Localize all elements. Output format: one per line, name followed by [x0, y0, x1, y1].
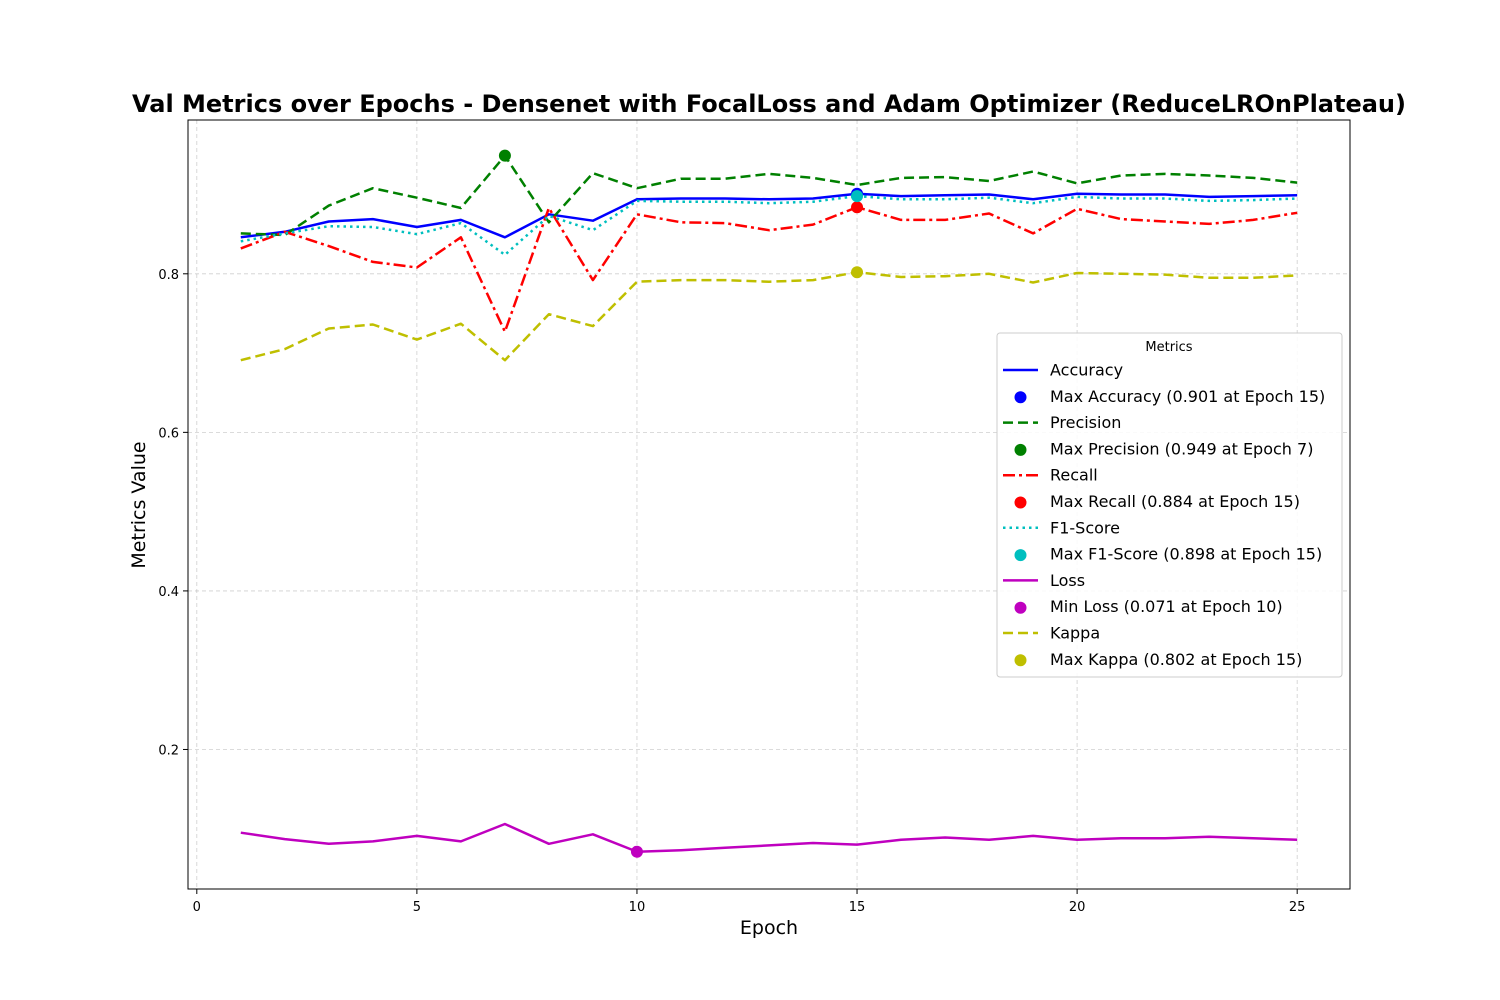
plot-frame	[187, 119, 1351, 890]
y-tick-label: 0.2	[158, 743, 179, 758]
legend-label-extreme-kappa: Max Kappa (0.802 at Epoch 15)	[1050, 650, 1302, 669]
series-line-f1-score	[240, 194, 1298, 257]
y-axis-label: Metrics Value	[128, 441, 150, 568]
legend-label-extreme-precision: Max Precision (0.949 at Epoch 7)	[1050, 439, 1313, 458]
series-line-recall	[240, 205, 1298, 333]
legend-label-extreme-recall: Max Recall (0.884 at Epoch 15)	[1050, 492, 1300, 511]
legend-marker-f1-score	[1014, 549, 1027, 562]
extreme-point-loss	[630, 845, 643, 858]
legend-label-f1-score: F1-Score	[1050, 518, 1120, 537]
legend-label-extreme-accuracy: Max Accuracy (0.901 at Epoch 15)	[1050, 387, 1325, 406]
x-tick-label: 0	[193, 900, 201, 915]
extreme-point-precision	[498, 149, 511, 162]
axis-ticks: 0 5 10 15 20 25 0.2 0.4 0.6 0.8	[158, 268, 1305, 915]
x-tick-label: 15	[849, 900, 866, 915]
legend-marker-recall	[1014, 496, 1027, 509]
legend-title: Metrics	[1145, 340, 1192, 355]
legend-label-recall: Recall	[1050, 466, 1098, 485]
plot-series	[240, 154, 1298, 853]
y-tick-label: 0.6	[158, 426, 179, 441]
legend-marker-loss	[1014, 601, 1027, 614]
extreme-point-f1-score	[851, 190, 864, 203]
extreme-point-recall	[851, 201, 864, 214]
legend: Metrics Accuracy Max Accuracy (0.901 at E…	[996, 332, 1343, 678]
x-tick-label: 25	[1289, 900, 1306, 915]
extreme-point-kappa	[851, 266, 864, 279]
series-line-accuracy	[240, 192, 1298, 239]
x-axis-label: Epoch	[740, 917, 798, 939]
series-line-loss	[240, 822, 1298, 853]
x-tick-label: 10	[629, 900, 646, 915]
x-tick-label: 20	[1069, 900, 1086, 915]
legend-marker-precision	[1014, 443, 1027, 456]
legend-label-precision: Precision	[1050, 413, 1121, 432]
legend-label-accuracy: Accuracy	[1050, 361, 1123, 380]
y-tick-label: 0.8	[158, 268, 179, 283]
x-tick-label: 5	[413, 900, 421, 915]
series-line-precision	[240, 154, 1298, 237]
legend-label-kappa: Kappa	[1050, 624, 1100, 643]
series-line-kappa	[240, 270, 1298, 362]
legend-label-loss: Loss	[1050, 571, 1085, 590]
legend-box	[996, 332, 1343, 678]
legend-label-extreme-loss: Min Loss (0.071 at Epoch 10)	[1050, 597, 1283, 616]
legend-label-extreme-f1-score: Max F1-Score (0.898 at Epoch 15)	[1050, 545, 1322, 564]
y-tick-label: 0.4	[158, 585, 179, 600]
extreme-markers	[498, 149, 864, 858]
legend-marker-kappa	[1014, 654, 1027, 667]
chart-title: Val Metrics over Epochs - Densenet with …	[132, 90, 1406, 118]
legend-marker-accuracy	[1014, 391, 1027, 404]
